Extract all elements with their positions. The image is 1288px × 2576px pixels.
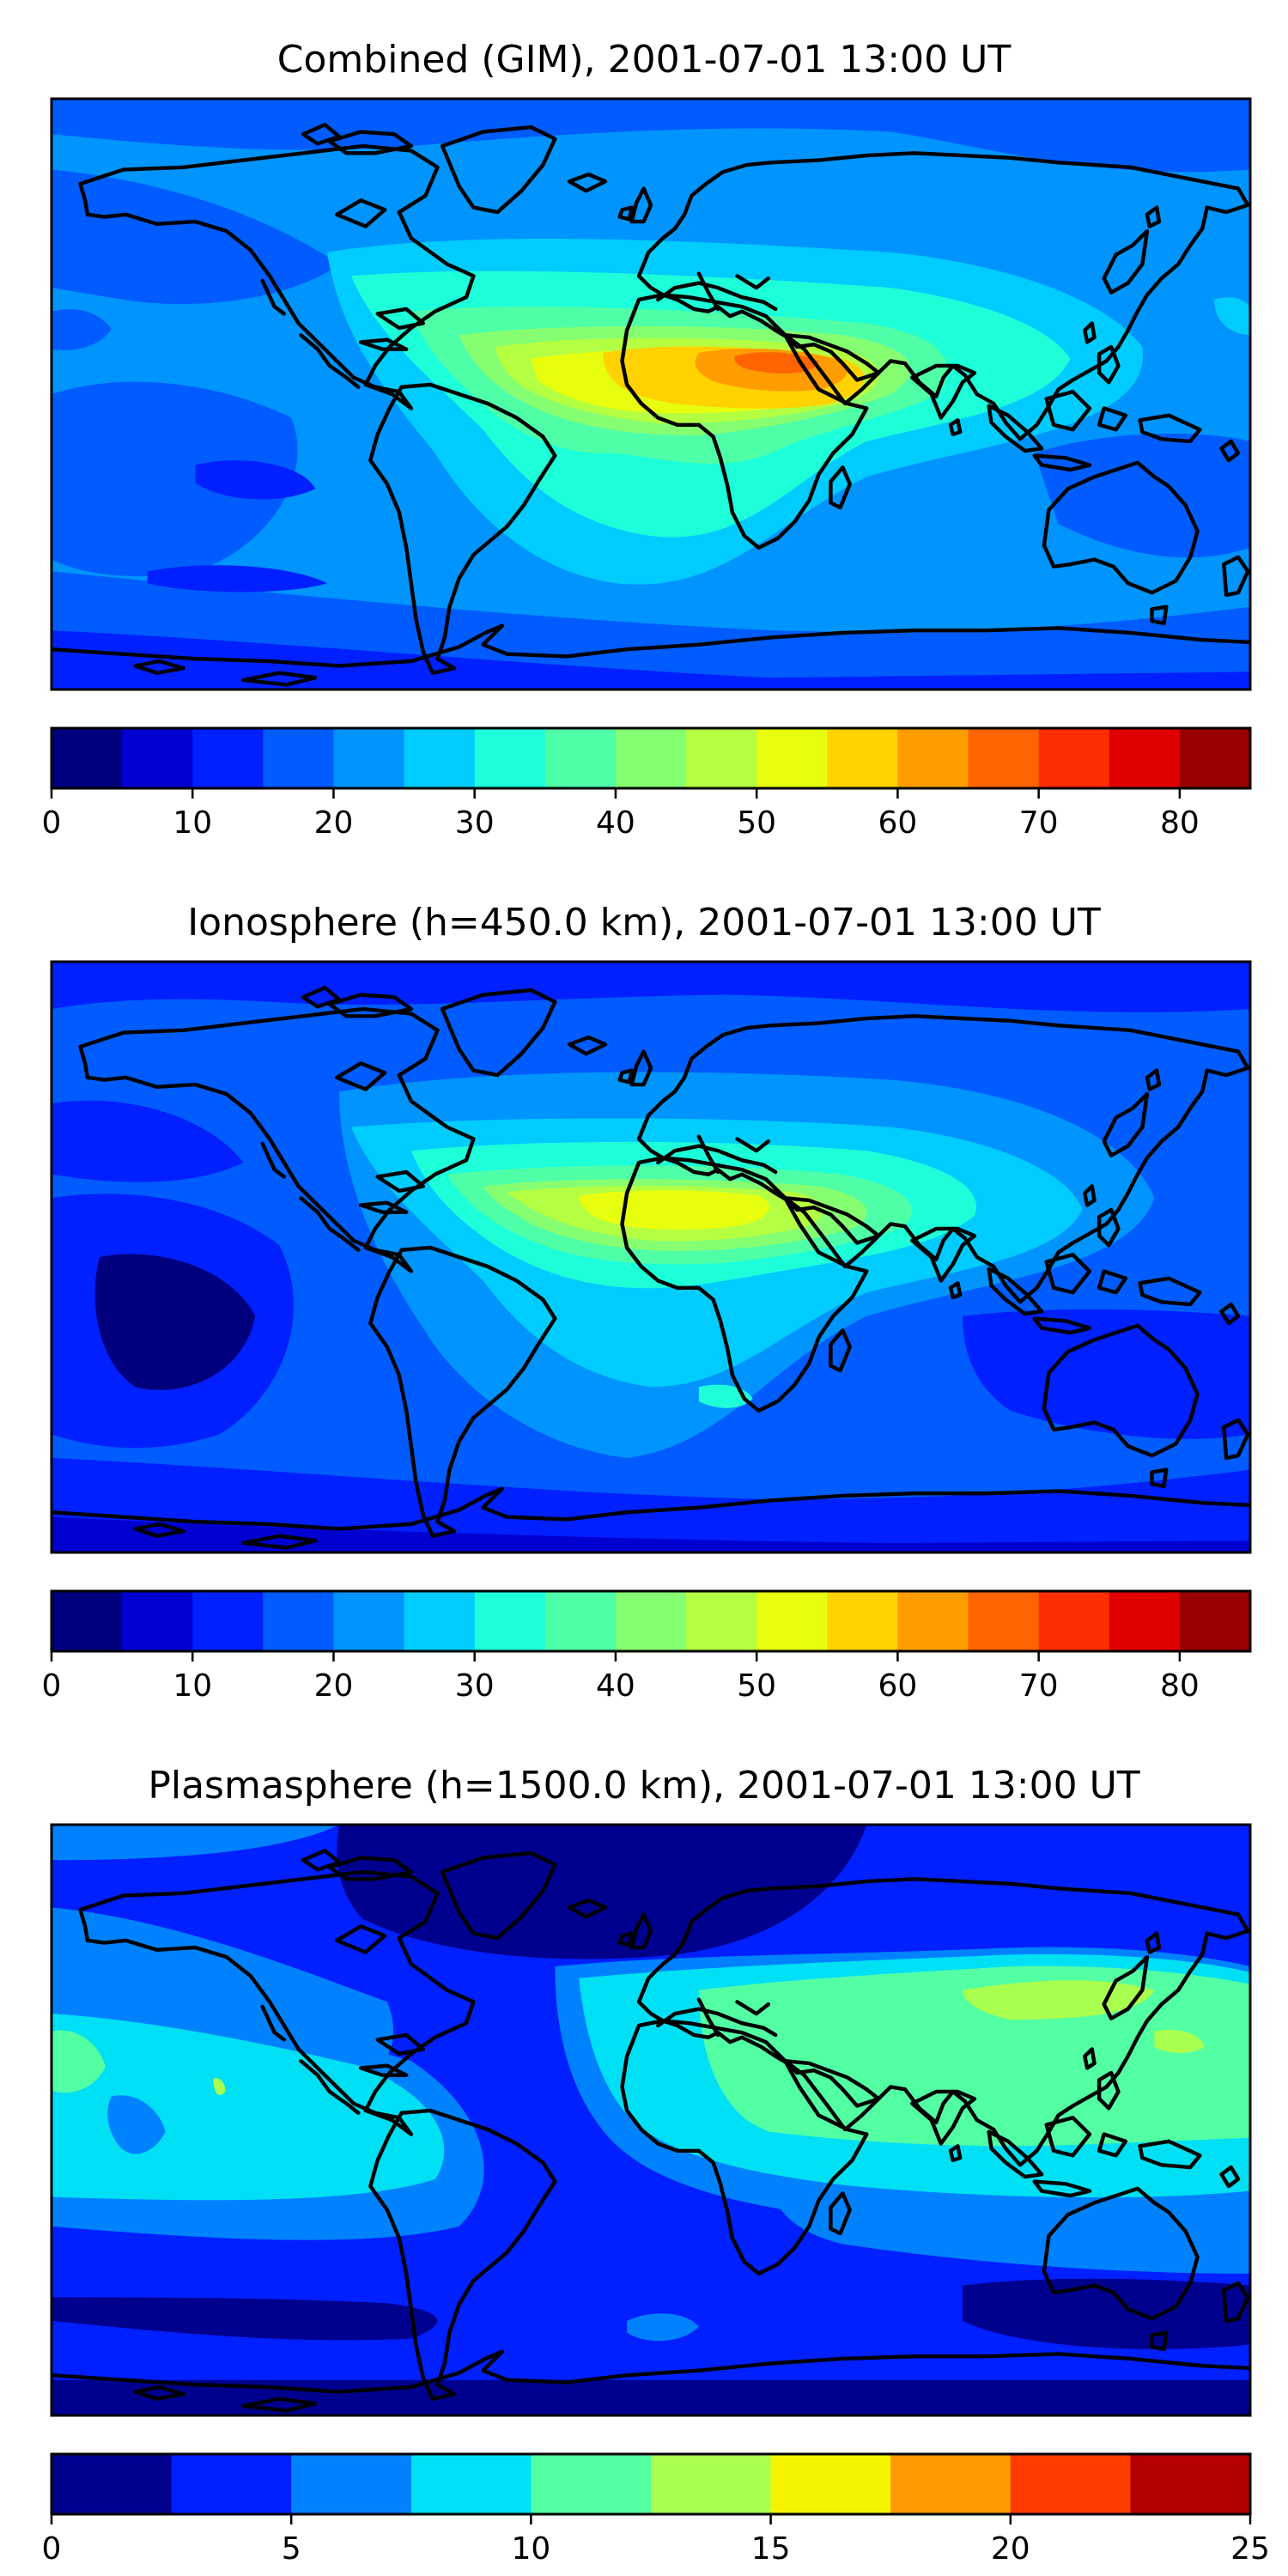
colorbar-ionosphere-swatch <box>686 1591 757 1651</box>
panel-title-combined: Combined (GIM), 2001-07-01 13:00 UT <box>277 38 1012 82</box>
colorbar-plasmasphere-tick-label: 15 <box>751 2531 791 2567</box>
colorbar-combined-swatch <box>122 728 193 788</box>
colorbar-plasmasphere-swatch <box>1130 2454 1251 2514</box>
colorbar-ionosphere-tick-label: 10 <box>173 1668 212 1704</box>
colorbar-combined-tick-label: 60 <box>878 805 918 841</box>
colorbar-ionosphere-swatch <box>474 1591 546 1651</box>
colorbar-ionosphere-swatch <box>122 1591 193 1651</box>
colorbar-plasmasphere-tick-label: 10 <box>511 2531 550 2567</box>
colorbar-plasmasphere-tick-label: 0 <box>42 2531 62 2567</box>
colorbar-combined: 0 10 20 30 40 50 60 70 80 <box>42 726 1252 841</box>
colorbar-combined-tick-label: 80 <box>1160 805 1200 841</box>
colorbar-combined-swatch <box>192 728 264 788</box>
colorbar-plasmasphere-swatch <box>770 2454 891 2514</box>
colorbar-plasmasphere-swatch <box>1010 2454 1131 2514</box>
map-frame-combined <box>50 97 1252 691</box>
colorbar-combined-swatch <box>615 728 687 788</box>
colorbar-ionosphere-tick-label: 80 <box>1160 1668 1200 1704</box>
colorbar-ionosphere-tick-label: 60 <box>878 1668 918 1704</box>
colorbar-combined-swatch <box>827 728 898 788</box>
colorbar-combined-tick-label: 20 <box>314 805 354 841</box>
colorbar-plasmasphere-swatch <box>651 2454 772 2514</box>
colorbar-ionosphere-swatch <box>52 1591 123 1651</box>
colorbar-combined-swatch <box>897 728 969 788</box>
colorbar-ionosphere-frame <box>50 1589 1252 1653</box>
colorbar-ionosphere-swatch <box>756 1591 828 1651</box>
colorbar-ionosphere-swatch <box>1038 1591 1110 1651</box>
colorbar-ionosphere-swatch <box>544 1591 617 1651</box>
colorbar-plasmasphere-swatch <box>410 2454 532 2514</box>
colorbar-ionosphere-swatch <box>615 1591 687 1651</box>
colorbar-combined-swatch <box>544 728 617 788</box>
colorbar-combined-swatch <box>756 728 828 788</box>
map-frame-plasmasphere <box>50 1823 1252 2417</box>
colorbar-ionosphere-tick-label: 0 <box>42 1668 62 1704</box>
colorbar-ionosphere-swatch <box>404 1591 476 1651</box>
colorbar-combined-swatch <box>52 728 123 788</box>
colorbar-combined-swatch <box>1179 728 1251 788</box>
map-ionosphere <box>52 962 1250 1552</box>
map-frame-ionosphere <box>50 960 1252 1554</box>
colorbar-plasmasphere-tick-label: 20 <box>991 2531 1030 2567</box>
colorbar-combined-swatch <box>474 728 546 788</box>
colorbar-combined-tick-label: 40 <box>596 805 635 841</box>
colorbar-plasmasphere-tick-label: 5 <box>282 2531 301 2567</box>
colorbar-plasmasphere-swatch <box>52 2454 173 2514</box>
map-plasmasphere <box>52 1825 1250 2415</box>
colorbar-ionosphere-swatch <box>1179 1591 1251 1651</box>
colorbar-combined-swatch <box>333 728 405 788</box>
colorbar-combined-swatch <box>1038 728 1110 788</box>
panel-plasmasphere: Plasmasphere (h=1500.0 km), 2001-07-01 1… <box>42 1764 1270 2567</box>
colorbar-ionosphere-tick-label: 20 <box>314 1668 354 1704</box>
panel-title-ionosphere: Ionosphere (h=450.0 km), 2001-07-01 13:0… <box>187 901 1101 945</box>
colorbar-combined-tick-label: 50 <box>737 805 776 841</box>
colorbar-ionosphere-tick-label: 70 <box>1019 1668 1059 1704</box>
colorbar-ionosphere-tick-label: 50 <box>737 1668 776 1704</box>
map-combined <box>52 99 1250 690</box>
colorbar-combined-tick-label: 30 <box>455 805 495 841</box>
colorbar-ionosphere-swatch <box>968 1591 1040 1651</box>
colorbar-plasmasphere-swatch <box>291 2454 412 2514</box>
colorbar-ionosphere-swatch <box>263 1591 334 1651</box>
colorbar-ionosphere-swatch <box>1109 1591 1181 1651</box>
colorbar-combined-swatch <box>263 728 334 788</box>
colorbar-plasmasphere-tick-label: 25 <box>1230 2531 1270 2567</box>
colorbar-ionosphere-tick-label: 40 <box>596 1668 635 1704</box>
colorbar-plasmasphere-swatch <box>171 2454 292 2514</box>
panel-title-plasmasphere: Plasmasphere (h=1500.0 km), 2001-07-01 1… <box>148 1764 1139 1807</box>
colorbar-ionosphere-swatch <box>333 1591 405 1651</box>
colorbar-plasmasphere-swatch <box>531 2454 652 2514</box>
colorbar-combined-swatch <box>968 728 1040 788</box>
colorbar-combined-tick-label: 10 <box>173 805 212 841</box>
colorbar-ionosphere-tick-label: 30 <box>455 1668 495 1704</box>
panel-combined: Combined (GIM), 2001-07-01 13:00 UT 0 10 2… <box>42 38 1252 841</box>
colorbar-combined-swatch <box>1109 728 1181 788</box>
colorbar-ionosphere-swatch <box>827 1591 898 1651</box>
colorbar-ionosphere: 0 10 20 30 40 50 60 70 80 <box>42 1589 1252 1704</box>
colorbar-ionosphere-swatch <box>192 1591 264 1651</box>
colorbar-combined-tick-label: 70 <box>1019 805 1059 841</box>
colorbar-plasmasphere-swatch <box>890 2454 1012 2514</box>
colorbar-plasmasphere: 0 5 10 15 20 25 <box>42 2452 1270 2567</box>
colorbar-combined-swatch <box>404 728 476 788</box>
colorbar-ionosphere-swatch <box>897 1591 969 1651</box>
colorbar-combined-tick-label: 0 <box>42 805 62 841</box>
colorbar-combined-swatch <box>686 728 757 788</box>
colorbar-plasmasphere-frame <box>50 2452 1252 2516</box>
colorbar-combined-frame <box>50 726 1252 790</box>
panel-ionosphere: Ionosphere (h=450.0 km), 2001-07-01 13:0… <box>42 901 1252 1704</box>
